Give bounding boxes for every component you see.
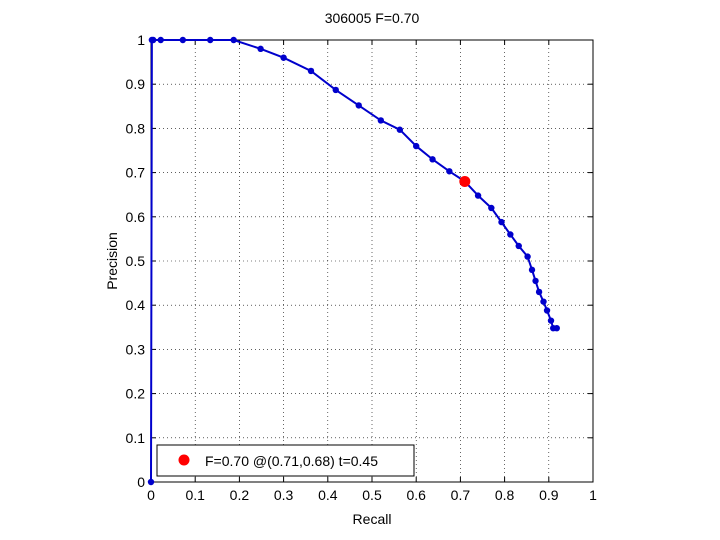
legend-box — [156, 444, 415, 477]
x-axis-label: Recall — [353, 511, 392, 527]
data-point — [332, 86, 339, 94]
data-point — [307, 67, 315, 75]
data-point — [396, 126, 404, 133]
data-point — [446, 168, 453, 175]
data-point — [498, 218, 505, 226]
data-point — [257, 45, 264, 53]
data-point — [147, 478, 155, 486]
legend-marker — [178, 454, 190, 466]
data-point — [280, 54, 287, 61]
data-point — [355, 102, 362, 109]
y-tick-label: 0.1 — [126, 430, 146, 446]
x-tick-label: 0.4 — [318, 487, 338, 503]
data-point — [429, 156, 436, 163]
y-tick-label: 0.6 — [126, 209, 146, 225]
best-f-point — [459, 175, 471, 187]
data-point — [532, 277, 539, 285]
data-point — [474, 192, 482, 199]
data-point — [524, 253, 531, 260]
legend: F=0.70 @(0.71,0.68) t=0.45 — [156, 444, 415, 477]
x-tick-label: 0.8 — [495, 487, 515, 503]
data-point — [540, 298, 547, 305]
data-point — [547, 317, 555, 324]
data-point — [535, 288, 543, 296]
y-tick-label: 0.4 — [126, 297, 146, 313]
data-point — [230, 36, 237, 44]
data-point — [515, 242, 522, 250]
axis-ticks: 0 0.1 0.2 0.3 0.4 0.5 0.6 0.7 0.8 0.9 1 0 0.1 0.2 0.3 0… — [126, 32, 598, 503]
legend-text: F=0.70 @(0.71,0.68) t=0.45 — [205, 453, 378, 469]
y-axis-label: Precision — [104, 232, 120, 290]
y-tick-label: 0.9 — [126, 76, 146, 92]
data-point — [150, 36, 157, 44]
data-point — [528, 266, 536, 274]
x-tick-label: 0.2 — [230, 487, 250, 503]
x-tick-label: 1 — [589, 487, 597, 503]
y-tick-label: 0 — [137, 474, 145, 490]
y-tick-label: 0.8 — [126, 120, 146, 136]
data-point — [157, 36, 164, 44]
data-point — [543, 307, 551, 314]
x-tick-label: 0.1 — [185, 487, 205, 503]
data-point — [413, 142, 420, 150]
data-point — [488, 204, 495, 212]
y-tick-label: 0.2 — [126, 386, 146, 402]
data-point — [207, 36, 214, 44]
y-tick-label: 0.7 — [126, 165, 146, 181]
x-tick-label: 0.9 — [539, 487, 559, 503]
data-point — [507, 231, 514, 238]
x-tick-label: 0 — [147, 487, 155, 503]
series — [147, 36, 560, 486]
x-tick-label: 0.5 — [362, 487, 382, 503]
x-tick-label: 0.3 — [274, 487, 294, 503]
y-tick-label: 1 — [137, 32, 145, 48]
y-tick-label: 0.5 — [126, 253, 146, 269]
grid — [151, 40, 593, 482]
chart-title: 306005 F=0.70 — [325, 10, 420, 26]
data-point — [553, 324, 560, 332]
x-tick-label: 0.7 — [451, 487, 471, 503]
data-point — [377, 117, 385, 124]
y-tick-label: 0.3 — [126, 341, 146, 357]
data-point — [179, 36, 187, 44]
x-tick-label: 0.6 — [406, 487, 426, 503]
